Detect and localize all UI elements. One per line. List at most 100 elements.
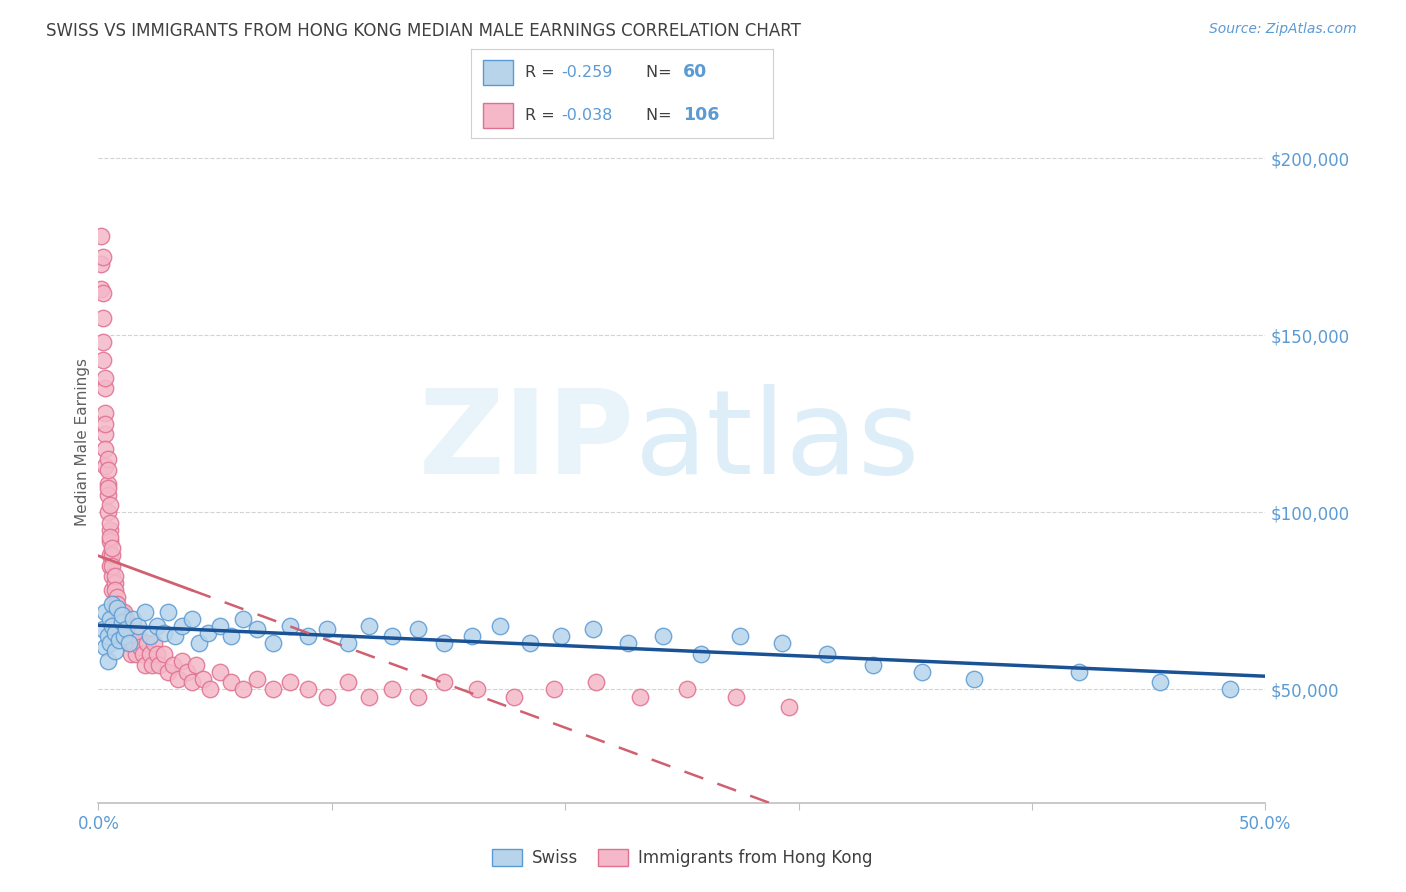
Point [112,629,135,643]
Point [134,605,156,619]
Point [1067,665,1090,679]
Point [157,605,180,619]
Point [132,647,155,661]
Point [111,605,134,619]
Point [111,615,134,630]
Point [94,640,117,654]
Point [115,629,138,643]
Point [1219,682,1241,697]
Text: N=: N= [647,65,678,79]
Point [94,427,117,442]
Text: R =: R = [526,108,561,122]
Point [111,612,134,626]
Point [172,618,194,632]
Point [98,498,121,512]
Point [381,682,404,697]
Point [221,629,243,643]
Point [122,618,145,632]
Point [105,605,128,619]
Point [141,657,163,672]
Point [136,636,159,650]
Point [232,612,254,626]
Point [90,257,112,271]
Point [104,643,127,657]
Point [94,381,117,395]
Point [111,608,134,623]
Point [104,625,127,640]
Point [98,548,121,562]
Point [381,629,404,643]
Point [91,251,114,265]
Point [406,622,429,636]
Point [652,629,675,643]
Point [111,629,134,643]
Point [101,558,124,573]
Point [165,629,187,643]
Point [193,672,215,686]
Point [127,618,149,632]
Point [246,622,269,636]
Point [108,605,131,619]
Point [502,690,524,704]
Point [146,618,169,632]
Point [90,282,112,296]
Point [97,488,120,502]
Point [91,335,114,350]
Point [97,505,120,519]
Point [112,629,135,643]
Point [98,530,121,544]
Y-axis label: Median Male Earnings: Median Male Earnings [75,358,90,525]
Point [232,682,254,697]
Text: -0.259: -0.259 [562,65,613,79]
Point [297,629,319,643]
Point [815,647,838,661]
Point [118,622,141,636]
Point [125,647,148,661]
Point [97,463,120,477]
Point [105,612,128,626]
Point [105,591,128,605]
Point [98,516,121,530]
Point [115,612,138,626]
Point [461,629,484,643]
Point [125,629,148,643]
Point [180,675,202,690]
Point [98,523,121,537]
Point [176,665,198,679]
Point [152,647,174,661]
Point [97,654,120,668]
Text: -0.038: -0.038 [562,108,613,122]
Point [617,636,640,650]
Point [730,629,752,643]
Point [316,622,339,636]
FancyBboxPatch shape [484,103,513,128]
Text: 60: 60 [683,63,707,81]
Point [101,618,124,632]
Point [139,629,162,643]
Point [465,682,488,697]
Point [104,576,127,591]
Point [489,618,512,632]
Point [98,558,121,573]
Point [98,612,121,626]
Point [104,594,127,608]
Point [148,657,170,672]
Text: ZIP: ZIP [419,384,636,499]
Point [98,533,121,548]
Point [112,618,135,632]
Text: R =: R = [526,65,561,79]
Point [628,690,651,704]
Point [157,665,180,679]
Text: 106: 106 [683,106,718,124]
Point [101,598,124,612]
Point [97,629,120,643]
Point [118,636,141,650]
Point [115,618,138,632]
Point [101,569,124,583]
Point [108,632,131,647]
Point [105,618,128,632]
Point [519,636,541,650]
Point [91,285,114,300]
Point [262,682,284,697]
Point [104,569,127,583]
